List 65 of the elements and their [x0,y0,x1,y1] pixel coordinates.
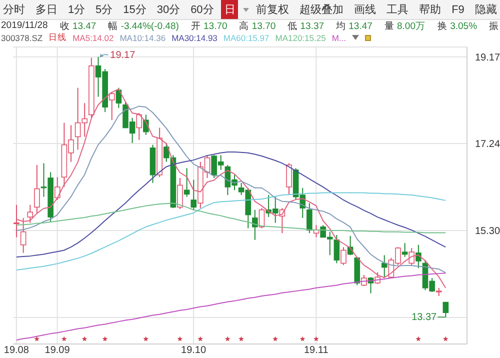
annotation: 13.37 [412,312,438,324]
annotation: 19.17 [110,50,136,61]
candlestick [14,204,20,238]
text: 量 8.00万 [384,20,426,32]
text: 日线 [48,32,67,44]
y-tick-label: 17.24 [475,139,500,150]
candlestick [408,247,415,266]
text: 低 13.37 [288,20,324,32]
text: 隐藏 [474,2,498,18]
candlestick [416,244,422,269]
text: 超级叠加 [298,3,345,18]
candlestick [334,234,340,264]
candlestick [306,202,312,234]
text: 15分 [122,3,148,18]
candlestick [442,302,449,318]
text: 2019/11/28 [1,20,48,32]
text: 60分 [190,3,215,18]
text: 画线 [353,3,378,18]
text: MA5:14.02 [72,32,114,42]
line-series [16,151,446,258]
text: MA10:14.36 [120,32,166,42]
candlestick [286,162,292,196]
x-tick-label: 19.09 [44,345,70,356]
text: 分时 [2,3,26,18]
candlestick [190,179,197,210]
text: MA60:15.97 [223,32,270,42]
candlestick [258,208,265,229]
text: F9 [450,2,466,18]
x-tick-label: 19.10 [181,345,206,356]
candlestick [252,209,258,240]
candlestick [34,164,40,214]
x-tick-label: 19.08 [4,345,30,356]
x-tick-label: 19.11 [304,345,329,356]
text: 振 [488,20,499,32]
text: 300378.SZ [1,32,43,42]
text: M... [332,32,346,42]
text: 30分 [156,3,182,18]
text: 高 13.70 [239,20,276,32]
text: 日 [221,0,238,19]
candlestick [108,91,115,121]
text: MA120:15.25 [275,32,326,42]
candlestick [20,217,26,254]
text: 1分 [66,3,86,18]
text: 帮助 [418,3,442,18]
text: 幅 -3.44%(-0.48) [108,20,179,32]
text: 前复权 [255,3,290,18]
candlestick [27,204,34,224]
text: 开 13.70 [190,20,228,32]
candlestick [136,112,142,140]
candlestick [177,178,183,210]
text: 换 3.05% [437,20,478,32]
line-series [16,192,446,270]
text: 收 13.47 [60,20,96,32]
text: 均 13.47 [336,20,372,32]
y-tick-label: 15.30 [475,226,500,238]
text: MA30:14.93 [172,32,218,42]
text: 工具 [386,3,410,18]
line-series [16,88,446,288]
text: 多日 [34,3,58,18]
candlestick [402,242,408,258]
candlestick [184,168,190,198]
candlestick [340,246,346,266]
candlestick [54,176,60,200]
y-tick-label: 19.17 [475,52,500,64]
text: 5分 [94,3,114,18]
